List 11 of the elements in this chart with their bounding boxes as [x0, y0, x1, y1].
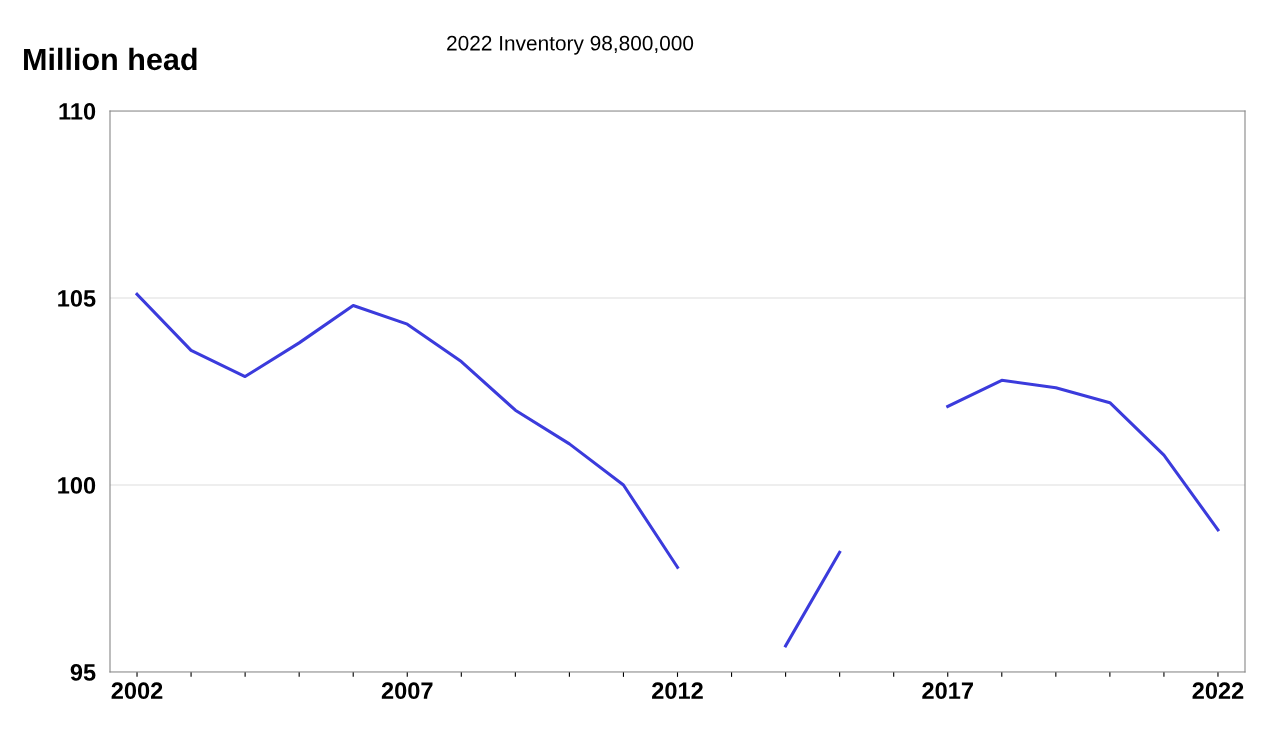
x-tick-label: 2002: [111, 682, 163, 700]
y-tick-label: 105: [58, 290, 96, 307]
chart-title: 2022 Inventory 98,800,000: [447, 35, 694, 55]
x-tick-label: 2017: [922, 682, 973, 700]
x-tick-label: 2007: [381, 682, 433, 700]
y-axis-title: Million head: [24, 47, 197, 71]
y-tick-label: 110: [59, 103, 96, 120]
y-tick-label: 95: [70, 664, 96, 681]
x-tick-label: 2022: [1192, 682, 1244, 700]
y-tick-label: 100: [58, 477, 96, 494]
x-tick-label: 2012: [652, 682, 703, 700]
